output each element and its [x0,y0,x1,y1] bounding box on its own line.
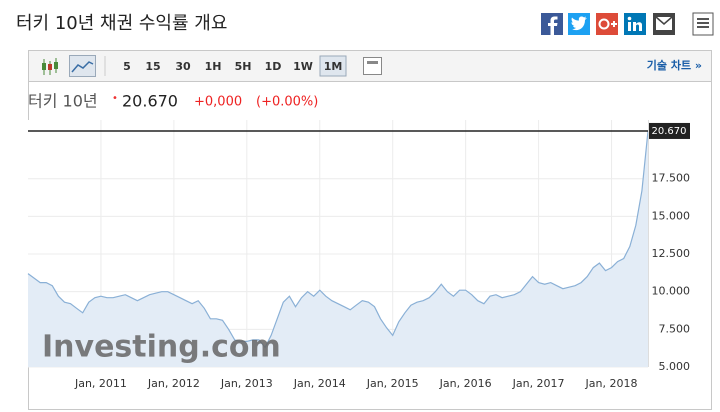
layout-button[interactable] [363,57,382,75]
watermark: Investing.com [42,330,281,365]
live-dot: • [112,93,118,104]
x-tick-label: Jan, 2017 [512,377,565,390]
area-chart-button[interactable] [69,55,96,77]
share-icons [541,12,714,36]
period-button[interactable]: 1M [324,60,343,73]
x-tick-label: Jan, 2018 [585,377,638,390]
y-tick-label: 15.000 [652,209,691,222]
tech-chart-link[interactable]: 기술 차트 » [647,58,702,72]
instrument-name: 터키 10년 [28,92,98,111]
price-change: +0,000 [194,95,242,110]
candle-icon[interactable] [42,58,58,75]
y-tick-label: 7.500 [659,322,691,335]
x-tick-label: Jan, 2011 [74,377,127,390]
x-tick-label: Jan, 2012 [147,377,200,390]
period-selected [319,55,347,77]
plot: 5.000 7.500 10.000 12.500 15.000 17.500 Jan, 2… [27,120,691,390]
x-tick-label: Jan, 2015 [366,377,419,390]
google-plus-icon[interactable] [596,13,618,35]
price-change-pct: (+0.00%) [256,95,318,110]
x-tick-label: Jan, 2014 [293,377,346,390]
period-button[interactable]: 5 [123,60,131,73]
last-price-label: 20.670 [652,126,687,137]
y-tick-label: 10.000 [652,285,691,298]
period-button[interactable]: 1W [293,60,313,73]
last-price-flag [648,122,690,139]
x-tick-label: Jan, 2013 [220,377,273,390]
area-fill [28,131,648,367]
last-price: 20.670 [122,92,178,111]
y-tick-label: 5.000 [659,360,691,373]
y-tick-label: 12.500 [652,247,691,260]
area-line [27,130,649,349]
page-title: 터키 10년 채권 수익률 개요 [16,13,227,34]
period-button[interactable]: 30 [175,60,191,73]
x-tick-label: Jan, 2016 [439,377,492,390]
period-button[interactable]: 1D [265,60,282,73]
y-tick-label: 17.500 [652,172,691,185]
period-button[interactable]: 1H [205,60,222,73]
period-button[interactable]: 5H [235,60,252,73]
period-button[interactable]: 15 [145,60,160,73]
